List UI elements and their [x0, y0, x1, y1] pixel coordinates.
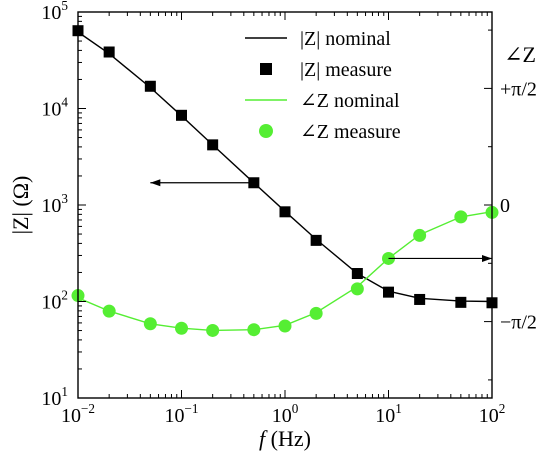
marker-circle-7	[309, 306, 323, 320]
arrow-head-0	[150, 179, 161, 187]
y2-tick-label-1: 0	[500, 195, 510, 217]
marker-square-8	[351, 268, 363, 280]
marker-square-4	[207, 139, 219, 151]
arrow-head-1	[482, 254, 492, 262]
marker-square-9	[383, 286, 394, 298]
x-axis-label: f (Hz)	[259, 426, 311, 451]
y2-axis-label: ∠Z	[504, 42, 536, 67]
x-tick-label-1: 10−1	[164, 401, 198, 427]
marker-square-2	[144, 80, 156, 92]
y-tick-label-1: 102	[41, 288, 68, 314]
x-tick-label-3: 101	[375, 401, 402, 427]
marker-circle-2	[143, 317, 157, 331]
plot-layer	[71, 25, 499, 337]
axes-layer: 10−2 10−1 100 101 102 101 102 103 104 105 +π/2 0 −π/…	[8, 0, 537, 451]
y-tick-label-0: 101	[41, 384, 68, 410]
legend-circle-3	[259, 124, 273, 138]
x-tick-label-2: 100	[272, 401, 299, 427]
series-line-2	[77, 211, 493, 332]
x-tick-label-4: 102	[479, 401, 506, 427]
marker-circle-6	[278, 319, 292, 333]
marker-circle-3	[175, 321, 188, 335]
marker-square-7	[310, 234, 322, 246]
y-axis-label: |Z| (Ω)	[8, 176, 33, 235]
legend-label-2: ∠Z nominal	[300, 90, 400, 112]
marker-circle-11	[454, 210, 468, 224]
marker-square-1	[103, 46, 115, 58]
marker-circle-10	[413, 228, 427, 242]
marker-square-10	[414, 293, 426, 305]
legend-label-1: |Z| measure	[300, 59, 392, 81]
marker-square-11	[455, 296, 467, 308]
marker-square-3	[176, 109, 187, 121]
y2-tick-label-0: +π/2	[500, 78, 537, 100]
y-tick-label-3: 104	[41, 95, 68, 121]
y2-tick-label-2: −π/2	[500, 312, 537, 334]
marker-square-6	[279, 206, 291, 218]
marker-circle-5	[247, 323, 261, 337]
y-tick-label-2: 103	[41, 191, 68, 217]
legend: |Z| nominal |Z| measure ∠Z nominal ∠Z measu…	[245, 28, 401, 143]
plot-frame	[77, 11, 493, 399]
marker-circle-1	[102, 304, 116, 318]
marker-circle-8	[350, 282, 364, 296]
marker-circle-4	[206, 323, 220, 337]
series-line-0	[77, 31, 493, 303]
legend-label-0: |Z| nominal	[300, 28, 391, 50]
x-tick-label-0: 10−2	[61, 401, 95, 427]
legend-label-3: ∠Z measure	[300, 121, 401, 143]
legend-square-1	[260, 63, 272, 75]
y-tick-label-4: 105	[41, 0, 68, 24]
